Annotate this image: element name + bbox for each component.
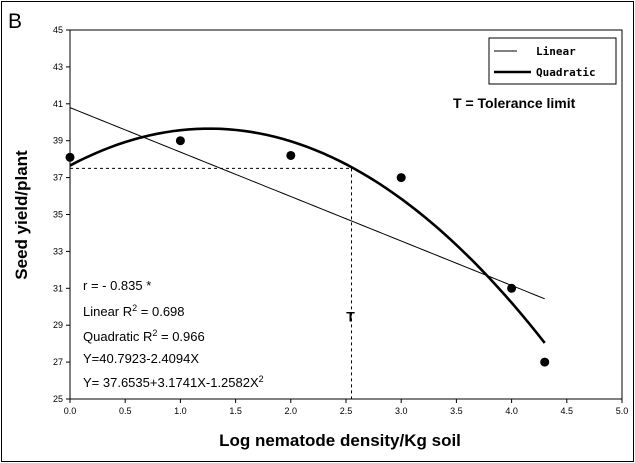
y-tick-label: 25 — [53, 394, 63, 404]
tolerance-caption: T = Tolerance limit — [453, 95, 576, 111]
stat-linear-equation: Y=40.7923-2.4094X — [83, 351, 199, 366]
x-tick-label: 3.0 — [395, 406, 408, 416]
x-tick-label: 2.5 — [340, 406, 353, 416]
data-point — [175, 136, 185, 146]
x-tick-label: 4.5 — [561, 406, 574, 416]
stat-correlation: r = - 0.835 * — [83, 278, 151, 293]
y-tick-label: 43 — [53, 62, 63, 72]
data-point — [540, 357, 550, 367]
stat-quadratic-equation-body: Y= 37.6535+3.1741X-1.2582X — [83, 375, 259, 390]
y-tick-label: 45 — [53, 25, 63, 35]
legend-label-linear: Linear — [536, 45, 576, 58]
stat-quadratic-r2-value: = 0.966 — [157, 329, 204, 344]
y-tick-label: 27 — [53, 357, 63, 367]
stat-quadratic-equation: Y= 37.6535+3.1741X-1.2582X2 — [83, 374, 264, 390]
stat-quadratic-r2-prefix: Quadratic R — [83, 329, 152, 344]
y-axis-title: Seed yield/plant — [12, 150, 31, 280]
legend-label-quadratic: Quadratic — [536, 66, 596, 79]
x-tick-label: 2.0 — [285, 406, 298, 416]
data-point — [65, 152, 75, 162]
data-point — [286, 150, 296, 160]
x-axis-ticks: 0.0 0.5 1.0 1.5 2.0 2.5 3.0 3.5 4.0 4.5 5.0 — [64, 399, 629, 416]
linear-fit-line — [69, 107, 545, 300]
data-point — [507, 283, 517, 293]
y-tick-label: 35 — [53, 210, 63, 220]
x-axis-title: Log nematode density/Kg soil — [219, 431, 461, 450]
quadratic-fit-curve — [69, 127, 546, 344]
x-tick-label: 5.0 — [616, 406, 629, 416]
x-tick-label: 0.0 — [64, 406, 77, 416]
legend: Linear Quadratic — [488, 37, 617, 85]
stat-linear-r2-value: = 0.698 — [137, 304, 184, 319]
tolerance-mark: T — [346, 309, 355, 325]
regression-lines — [69, 107, 546, 344]
data-point — [396, 173, 406, 183]
x-tick-label: 4.0 — [505, 406, 518, 416]
stat-quadratic-r2: Quadratic R2 = 0.966 — [83, 328, 205, 344]
stat-quadratic-equation-sup: 2 — [259, 374, 264, 384]
y-tick-label: 33 — [53, 246, 63, 256]
y-axis-ticks: 25 27 29 31 33 35 37 39 41 43 45 — [53, 25, 70, 404]
y-tick-label: 41 — [53, 99, 63, 109]
x-tick-label: 3.5 — [450, 406, 463, 416]
x-tick-label: 1.5 — [229, 406, 242, 416]
x-tick-label: 0.5 — [119, 406, 132, 416]
y-tick-label: 37 — [53, 173, 63, 183]
plot-area — [69, 29, 623, 400]
stat-linear-r2-sup: 2 — [132, 303, 137, 313]
observed-points — [65, 136, 550, 367]
stats-block: r = - 0.835 * Linear R2 = 0.698 Quadrati… — [83, 278, 264, 390]
panel-label: B — [8, 10, 22, 33]
y-tick-label: 31 — [53, 283, 63, 293]
stat-linear-r2-prefix: Linear R — [83, 304, 132, 319]
stat-quadratic-r2-sup: 2 — [152, 328, 157, 338]
x-tick-label: 1.0 — [174, 406, 187, 416]
tolerance-guide-lines — [70, 167, 353, 399]
stat-linear-r2: Linear R2 = 0.698 — [83, 303, 185, 319]
y-tick-label: 29 — [53, 320, 63, 330]
legend-box — [488, 37, 617, 85]
y-tick-label: 39 — [53, 136, 63, 146]
